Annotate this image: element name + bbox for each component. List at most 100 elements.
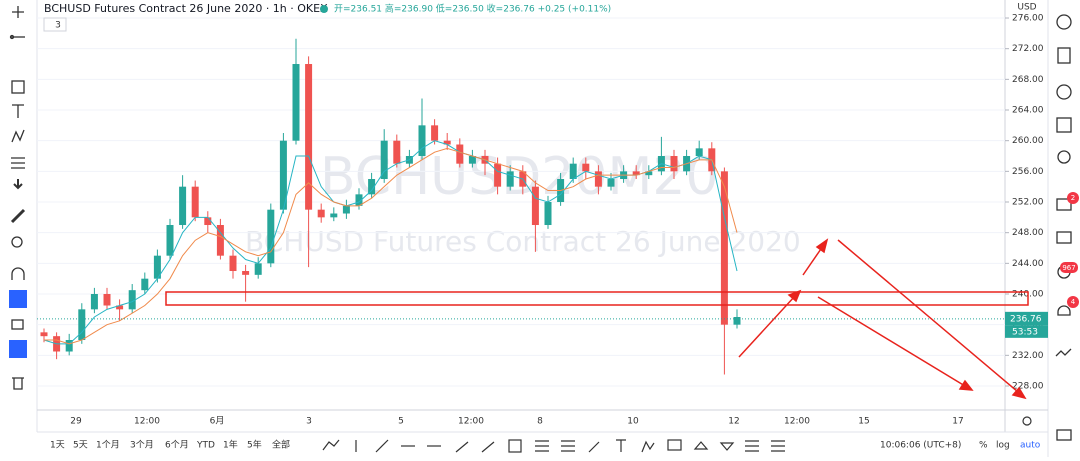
status-dot (320, 5, 328, 13)
x-tick-label: 29 (70, 417, 82, 427)
bar-tool[interactable] (667, 439, 682, 451)
magnet-tool[interactable] (11, 267, 25, 280)
arrowhead (787, 289, 802, 303)
pattern-tool[interactable] (11, 129, 25, 143)
candle-body (418, 125, 426, 157)
settings-icon[interactable] (1022, 416, 1032, 426)
trend-icon[interactable] (1055, 348, 1072, 357)
timeframe-button[interactable]: 1年 (223, 439, 238, 451)
timeframe-button[interactable]: 1天 (50, 441, 65, 451)
arrow[interactable] (802, 245, 824, 276)
watermark-title: BCHUSD Futures Contract 26 June 2020 (245, 225, 801, 258)
candle-body (456, 144, 464, 164)
y-tick-label: 272.00 (1012, 44, 1044, 54)
bar-tool[interactable] (771, 440, 785, 452)
layers-icon[interactable] (1056, 429, 1072, 441)
zone-rectangle[interactable] (165, 291, 1029, 306)
candle-body (78, 309, 86, 341)
x-tick-label: 3 (306, 417, 312, 427)
arrowhead (958, 379, 974, 391)
bar-tool[interactable] (588, 441, 600, 453)
bar-tool[interactable] (375, 439, 389, 453)
x-tick-label: 10 (627, 417, 639, 427)
bar-tool[interactable] (455, 441, 469, 453)
candle-body (279, 140, 287, 210)
candle-body (368, 179, 376, 195)
calendar-icon[interactable] (1056, 117, 1072, 133)
badge-bg (1067, 192, 1079, 204)
bar-tool[interactable] (719, 442, 735, 451)
percent-toggle[interactable]: % (979, 441, 988, 451)
alarm-icon[interactable] (1056, 14, 1072, 30)
timeframe-button[interactable]: 5年 (247, 439, 262, 451)
idea-icon[interactable] (1057, 150, 1071, 164)
watchlist-icon[interactable] (1057, 47, 1071, 64)
candle-body (166, 225, 174, 256)
timeframe-button[interactable]: 6个月 (165, 440, 189, 451)
hide-tool-active[interactable] (9, 340, 27, 358)
badge: 2 (1071, 194, 1075, 202)
indicator-toggle[interactable] (43, 17, 67, 32)
candle-body (317, 209, 325, 218)
left-toolbar[interactable] (9, 6, 27, 390)
log-toggle[interactable]: log (996, 441, 1010, 451)
ruler-tool[interactable] (10, 208, 26, 224)
candle-body (645, 171, 653, 176)
candle-body (544, 202, 552, 226)
chat-icon[interactable] (1056, 231, 1072, 244)
zoom-tool[interactable] (11, 236, 23, 248)
shape-tool[interactable] (11, 80, 25, 94)
timeframe-button[interactable]: 全部 (272, 439, 290, 451)
draw-mode-active[interactable] (9, 290, 27, 308)
timeframe-button[interactable]: YTD (196, 441, 215, 451)
bar-tool[interactable] (616, 439, 626, 452)
timer-icon[interactable] (1056, 84, 1072, 100)
lock-tool[interactable] (11, 319, 24, 330)
moving-average (43, 140, 738, 345)
timeframe-button[interactable]: 1个月 (96, 440, 120, 451)
x-tick-label: 17 (952, 417, 963, 427)
candle-body (65, 340, 73, 352)
text-tool[interactable] (12, 104, 24, 118)
candle-body (720, 171, 728, 325)
delete-tool[interactable] (12, 377, 24, 390)
bar-tool[interactable] (745, 440, 759, 452)
y-tick-label: 252.00 (1012, 198, 1044, 208)
notification-icon[interactable] (1057, 305, 1071, 316)
candle-body (695, 148, 703, 157)
arrow[interactable] (837, 239, 1019, 393)
bar-tool[interactable] (322, 439, 340, 451)
indicator-count: 3 (55, 21, 61, 31)
fib-tool[interactable] (11, 157, 25, 169)
watermark-symbol: BCHUSD20M20 (320, 147, 718, 207)
candle-body (632, 171, 640, 176)
arrow[interactable] (738, 295, 796, 358)
candle-body (305, 64, 313, 210)
timeframe-button[interactable]: 5天 (73, 441, 88, 451)
bar-tool[interactable] (535, 440, 549, 452)
candle-body (292, 64, 300, 141)
bar-tool[interactable] (641, 440, 655, 453)
arrow[interactable] (817, 296, 966, 387)
countdown-label: 53:53 (1012, 327, 1038, 337)
chat-icon[interactable] (1056, 198, 1072, 211)
crosshair-tool[interactable] (12, 6, 24, 18)
bar-tool[interactable] (481, 441, 495, 453)
candle-body (116, 305, 124, 310)
currency-label: USD (1017, 3, 1036, 13)
candle-body (443, 140, 451, 145)
x-tick-label: 12:00 (458, 417, 484, 427)
bar-tool[interactable] (693, 441, 709, 450)
timeframe-button[interactable]: 3个月 (130, 440, 154, 451)
symbol-title: BCHUSD Futures Contract 26 June 2020 · 1… (44, 2, 328, 15)
candle-body (153, 255, 161, 279)
badge-bg (1060, 262, 1078, 273)
bar-tool[interactable] (508, 439, 522, 453)
auto-toggle[interactable]: auto (1020, 441, 1041, 451)
candle-body (229, 255, 237, 272)
arrow-tool[interactable] (13, 179, 23, 190)
bar-tool[interactable] (561, 440, 575, 452)
drawing-tools-bar[interactable] (322, 416, 1032, 453)
drawings[interactable] (165, 238, 1029, 400)
